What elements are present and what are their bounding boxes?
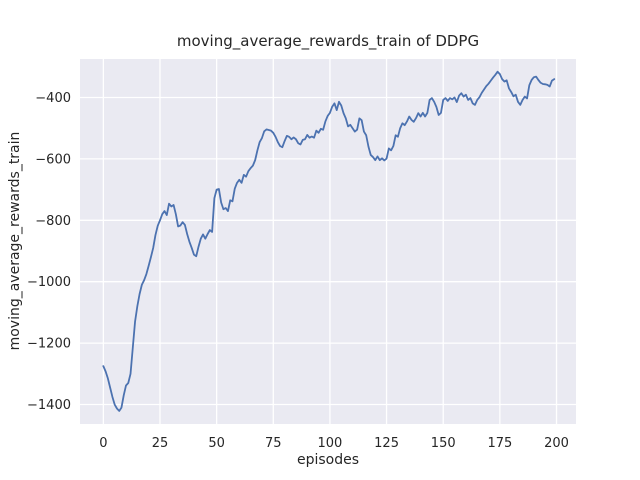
y-tick-label: −400 [35, 91, 71, 106]
y-tick-label: −1200 [27, 337, 71, 352]
chart-title: moving_average_rewards_train of DDPG [176, 32, 480, 50]
y-tick-label: −1000 [27, 275, 71, 290]
y-tick-label: −1400 [27, 398, 71, 413]
x-tick-label: 0 [99, 436, 107, 451]
x-tick-label: 50 [208, 436, 225, 451]
x-tick-label: 100 [318, 436, 343, 451]
y-tick-label: −600 [35, 152, 71, 167]
x-tick-label: 75 [265, 436, 282, 451]
x-tick-label: 150 [431, 436, 456, 451]
x-axis-label: episodes [296, 452, 360, 468]
x-tick-label: 125 [374, 436, 399, 451]
x-tick-label: 175 [487, 436, 512, 451]
plot-background [80, 59, 576, 424]
y-axis-label: moving_average_rewards_train [7, 131, 23, 351]
x-tick-label: 25 [152, 436, 169, 451]
data-line-ddpg [102, 70, 556, 412]
x-tick-label: 200 [544, 436, 569, 451]
y-tick-label: −800 [35, 214, 71, 229]
